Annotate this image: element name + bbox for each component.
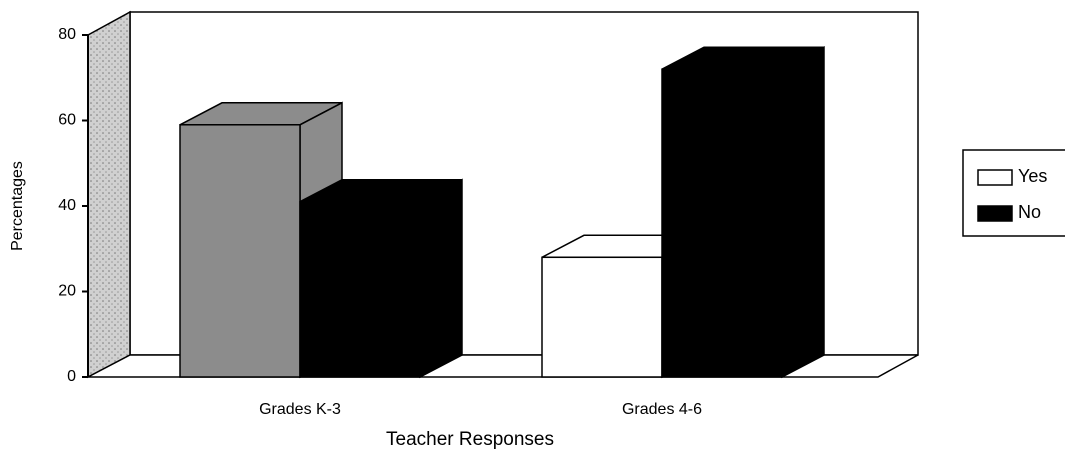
- x-tick-label: Grades 4-6: [622, 401, 702, 418]
- legend-label: No: [1018, 202, 1041, 222]
- bar: [661, 45, 825, 379]
- side-wall: [87, 10, 131, 379]
- legend-label: Yes: [1018, 166, 1047, 186]
- y-axis-title: Percentages: [9, 161, 26, 251]
- y-tick-label: 80: [58, 26, 76, 43]
- y-tick-label: 0: [67, 368, 76, 385]
- bar-front: [541, 256, 663, 378]
- bar: [299, 178, 463, 379]
- bar-side: [781, 45, 825, 379]
- bar-front: [299, 200, 421, 378]
- legend-swatch: [977, 169, 1013, 186]
- bar-front: [179, 124, 301, 378]
- y-tick-label: 20: [58, 283, 76, 300]
- legend-swatch: [977, 205, 1013, 222]
- bar: [179, 101, 343, 379]
- legend: [962, 149, 1065, 237]
- x-axis-title: Teacher Responses: [386, 429, 554, 450]
- y-tick-label: 40: [58, 197, 76, 214]
- x-tick-label: Grades K-3: [259, 401, 341, 418]
- bar-front: [661, 68, 783, 378]
- bar-side: [419, 178, 463, 379]
- y-tick-label: 60: [58, 112, 76, 129]
